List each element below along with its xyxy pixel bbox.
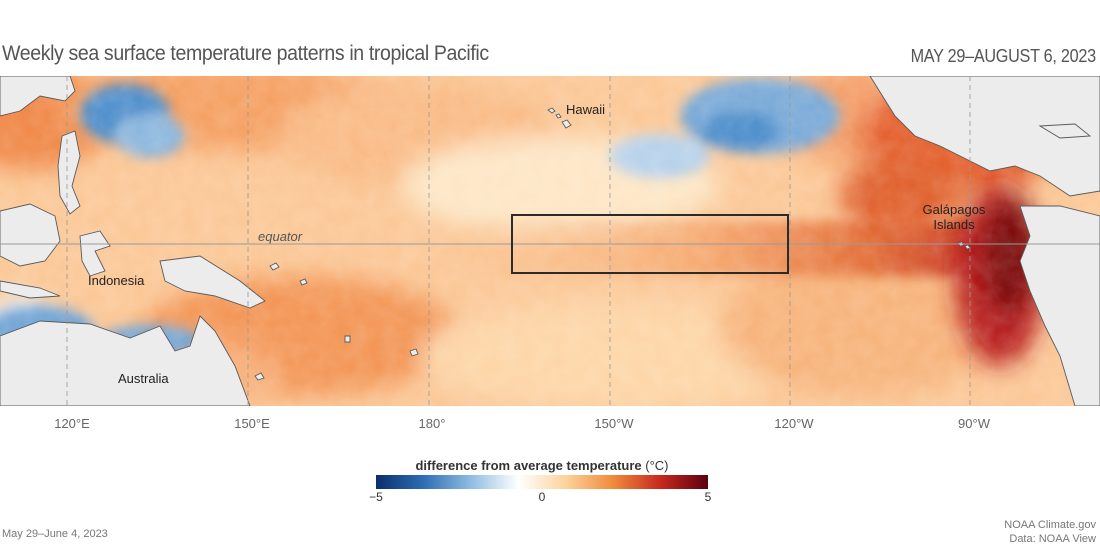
- longitude-gridlines: [66, 76, 971, 406]
- land-north-america: [869, 76, 1100, 197]
- lon-label-180: 180°: [418, 416, 446, 431]
- land-borneo: [0, 203, 61, 267]
- label-australia: Australia: [118, 371, 169, 386]
- legend-color-bar: [376, 475, 708, 489]
- page-title: Weekly sea surface temperature patterns …: [2, 42, 489, 65]
- lon-label-120w: 120°W: [774, 416, 814, 431]
- label-indonesia: Indonesia: [88, 273, 145, 288]
- land-new-guinea: [159, 255, 266, 309]
- label-hawaii: Hawaii: [566, 102, 605, 117]
- date-range: MAY 29–AUGUST 6, 2023: [910, 46, 1097, 66]
- sst-anomaly-map: Hawaii equator Galápagos Islands Indones…: [0, 76, 1100, 406]
- source-line-1: NOAA Climate.gov: [1004, 519, 1096, 531]
- nino34-region-box: [511, 214, 789, 274]
- label-equator: equator: [258, 229, 303, 244]
- land: [0, 76, 1100, 406]
- land-asia: [0, 76, 76, 117]
- legend-title-text: difference from average temperature: [415, 458, 642, 473]
- week-label: May 29–June 4, 2023: [2, 528, 108, 540]
- land-sulawesi: [79, 230, 111, 277]
- land-philippines: [57, 130, 81, 215]
- legend-mid-label: 0: [538, 490, 546, 504]
- source-line-2: Data: NOAA View: [1009, 533, 1096, 545]
- source-credit: NOAA Climate.gov Data: NOAA View: [1004, 518, 1096, 546]
- map-svg: Hawaii equator Galápagos Islands Indones…: [0, 76, 1100, 406]
- lon-label-120e: 120°E: [54, 416, 90, 431]
- land-caribbean: [1038, 123, 1092, 139]
- label-galapagos: Galápagos: [923, 202, 986, 217]
- land-australia: [0, 315, 251, 406]
- legend-min-label: −5: [369, 490, 383, 504]
- legend-unit: (°C): [645, 458, 669, 473]
- lon-label-90w: 90°W: [958, 416, 990, 431]
- lon-label-150w: 150°W: [594, 416, 634, 431]
- land-java: [0, 280, 61, 299]
- label-islands: Islands: [933, 217, 975, 232]
- land-hawaii: [547, 107, 572, 129]
- legend-title: difference from average temperature (°C): [415, 458, 668, 473]
- land-south-america: [1019, 205, 1100, 406]
- lon-label-150e: 150°E: [234, 416, 270, 431]
- legend-max-label: 5: [704, 490, 712, 504]
- map-labels: Hawaii equator Galápagos Islands Indones…: [88, 102, 986, 386]
